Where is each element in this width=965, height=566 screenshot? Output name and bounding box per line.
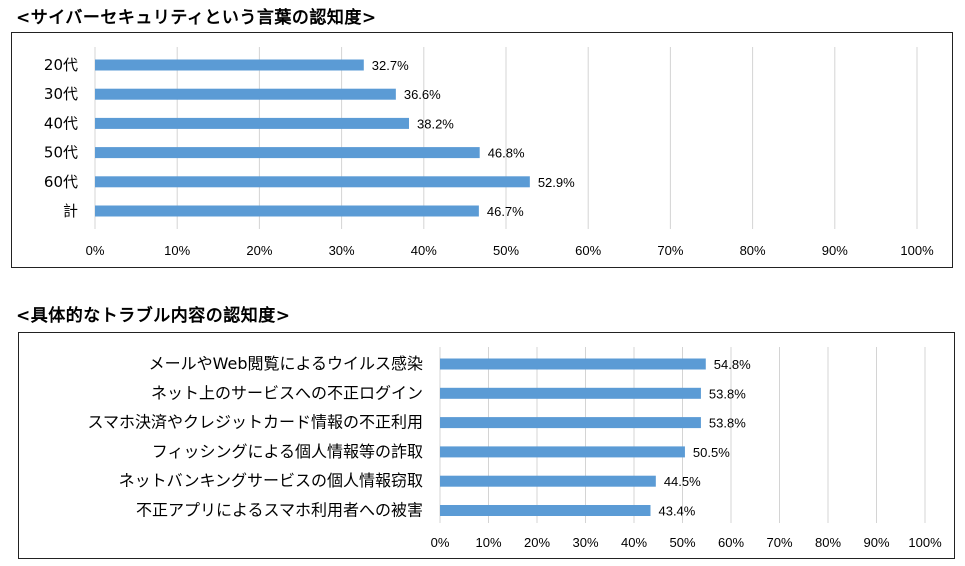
chart-1-x-tick-label: 40%	[411, 243, 437, 258]
chart-1-value-label: 36.6%	[404, 87, 441, 102]
chart-1-panel: 0% 10% 20% 30% 40% 50% 60% 70% 80% 90% 100% 20代 32.7…	[11, 32, 953, 268]
chart-2-x-tick-label: 90%	[863, 535, 889, 550]
chart-1-category-label: 50代	[44, 144, 78, 162]
chart-1-value-label: 38.2%	[417, 116, 454, 131]
chart-2-x-tick-label: 0%	[431, 535, 450, 550]
chart-1-value-label: 46.8%	[488, 146, 525, 161]
chart-1-x-tick-label: 90%	[822, 243, 848, 258]
chart-2-bar	[440, 387, 701, 399]
chart-2-x-tick-label: 80%	[815, 535, 841, 550]
chart-1-bar	[95, 147, 480, 159]
chart-1-x-tick-label: 70%	[657, 243, 683, 258]
chart-1-x-tick-label: 100%	[900, 243, 934, 258]
chart-1-bar	[95, 59, 364, 71]
chart-2-bar	[440, 417, 701, 429]
chart-2-panel: 0% 10% 20% 30% 40% 50% 60% 70% 80% 90% 100% メールやWeb…	[18, 332, 955, 559]
chart-1-plot: 0% 10% 20% 30% 40% 50% 60% 70% 80% 90% 100% 20代 32.7…	[44, 47, 934, 258]
chart-2-value-label: 50.5%	[693, 445, 730, 460]
chart-2-value-label: 54.8%	[714, 357, 751, 372]
chart-2-bar	[440, 446, 685, 458]
chart-2-bar	[440, 475, 656, 487]
chart-2-x-tick-label: 100%	[908, 535, 942, 550]
chart-2-category-label: メールやWeb閲覧によるウイルス感染	[149, 354, 423, 373]
chart-2-bar	[440, 505, 651, 516]
chart-2-plot: 0% 10% 20% 30% 40% 50% 60% 70% 80% 90% 100% メールやWeb…	[87, 347, 942, 550]
chart-1-category-label: 30代	[44, 85, 78, 103]
chart-1-x-tick-label: 60%	[575, 243, 601, 258]
chart-2-x-tick-label: 30%	[572, 535, 598, 550]
chart-2-x-tick-label: 20%	[524, 535, 550, 550]
chart-2-x-tick-label: 10%	[475, 535, 501, 550]
chart-1-category-label: 40代	[44, 114, 78, 132]
chart-2-value-label: 53.8%	[709, 386, 746, 401]
chart-2-category-label: ネットバンキングサービスの個人情報窃取	[119, 471, 423, 490]
chart-1-value-label: 52.9%	[538, 175, 575, 190]
chart-2-bar	[440, 358, 706, 370]
chart-1-value-label: 46.7%	[487, 204, 524, 219]
chart-2-category-label: フィッシングによる個人情報等の詐取	[152, 442, 423, 461]
chart-2-x-tick-label: 60%	[718, 535, 744, 550]
chart-2-x-tick-label: 40%	[621, 535, 647, 550]
chart-2-x-tick-label: 70%	[766, 535, 792, 550]
chart-1-category-label: 計	[63, 202, 78, 220]
chart-1-category-label: 60代	[44, 173, 78, 191]
chart-1-bar	[95, 176, 530, 188]
chart-1-category-label: 20代	[44, 56, 78, 74]
chart-2-title: <具体的なトラブル内容の認知度>	[16, 306, 291, 326]
chart-1-bar	[95, 117, 410, 129]
chart-2-value-label: 44.5%	[664, 474, 701, 489]
chart-1-bar	[95, 205, 479, 217]
chart-1-x-tick-label: 20%	[246, 243, 272, 258]
chart-1-bar	[95, 88, 396, 100]
chart-1-title: <サイバーセキュリティという言葉の認知度>	[16, 8, 377, 28]
chart-2-category-label: スマホ決済やクレジットカード情報の不正利用	[87, 413, 423, 432]
chart-2-value-label: 53.8%	[709, 416, 746, 431]
chart-1-x-tick-label: 80%	[740, 243, 766, 258]
chart-1-x-tick-label: 0%	[86, 243, 105, 258]
chart-1-x-tick-label: 10%	[164, 243, 190, 258]
chart-1-x-tick-label: 50%	[493, 243, 519, 258]
chart-2-x-tick-label: 50%	[669, 535, 695, 550]
chart-2-category-label: ネット上のサービスへの不正ログイン	[151, 383, 423, 402]
chart-1-value-label: 32.7%	[372, 58, 409, 73]
chart-2-category-label: 不正アプリによるスマホ利用者への被害	[136, 501, 423, 520]
chart-2-value-label: 43.4%	[658, 504, 695, 519]
chart-1-x-tick-label: 30%	[329, 243, 355, 258]
